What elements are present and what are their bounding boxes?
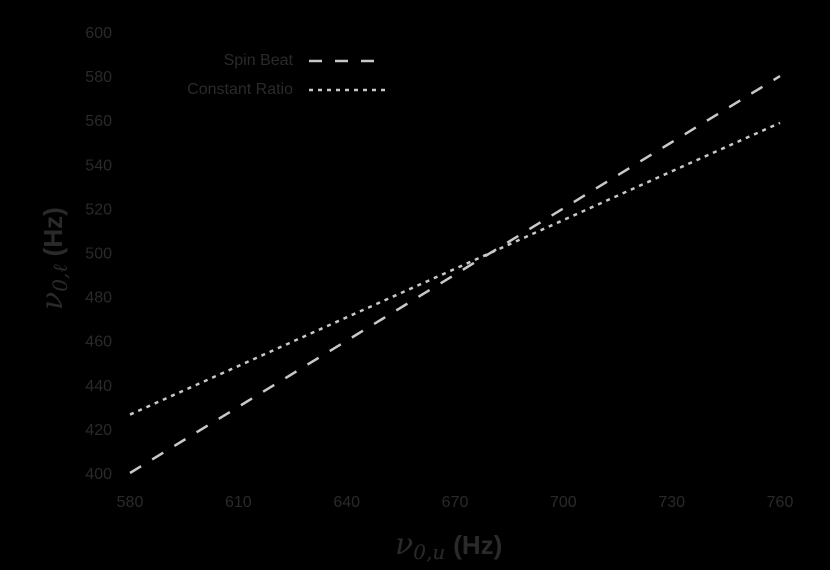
plot-lines bbox=[129, 75, 781, 475]
x-axis-label: ν0,u (Hz) bbox=[395, 527, 502, 564]
x-tick-label: 760 bbox=[767, 494, 794, 511]
x-tick-label: 610 bbox=[225, 494, 252, 511]
y-tick-label: 420 bbox=[85, 422, 112, 439]
svg-text:ν0,ℓ(Hz): ν0,ℓ(Hz) bbox=[35, 207, 72, 310]
y-tick-label: 580 bbox=[85, 69, 112, 86]
x-tick-label: 700 bbox=[550, 494, 577, 511]
y-tick-label: 560 bbox=[85, 113, 112, 130]
y-tick-label: 500 bbox=[85, 246, 112, 263]
y-axis-ticks: 400 420 440 460 480 500 520 540 560 580 600 bbox=[85, 25, 112, 483]
x-tick-label: 730 bbox=[658, 494, 685, 511]
legend: Spin Beat Constant Ratio bbox=[187, 52, 386, 98]
x-tick-label: 670 bbox=[442, 494, 469, 511]
spin-beat-line bbox=[129, 75, 781, 475]
y-tick-label: 440 bbox=[85, 378, 112, 395]
y-axis-label: ν0,ℓ(Hz) bbox=[35, 207, 72, 310]
x-tick-label: 580 bbox=[117, 494, 144, 511]
y-tick-label: 600 bbox=[85, 25, 112, 42]
constant-ratio-line bbox=[129, 121, 781, 416]
svg-text:ν0,u(Hz): ν0,u (Hz) bbox=[395, 527, 502, 564]
y-tick-label: 520 bbox=[85, 201, 112, 218]
y-tick-label: 460 bbox=[85, 334, 112, 351]
legend-label-spin-beat: Spin Beat bbox=[224, 52, 294, 69]
legend-label-constant-ratio: Constant Ratio bbox=[187, 81, 293, 98]
y-tick-label: 400 bbox=[85, 466, 112, 483]
y-tick-label: 480 bbox=[85, 290, 112, 307]
x-axis-ticks: 580 610 640 670 700 730 760 bbox=[117, 494, 794, 511]
y-tick-label: 540 bbox=[85, 157, 112, 174]
x-tick-label: 640 bbox=[333, 494, 360, 511]
